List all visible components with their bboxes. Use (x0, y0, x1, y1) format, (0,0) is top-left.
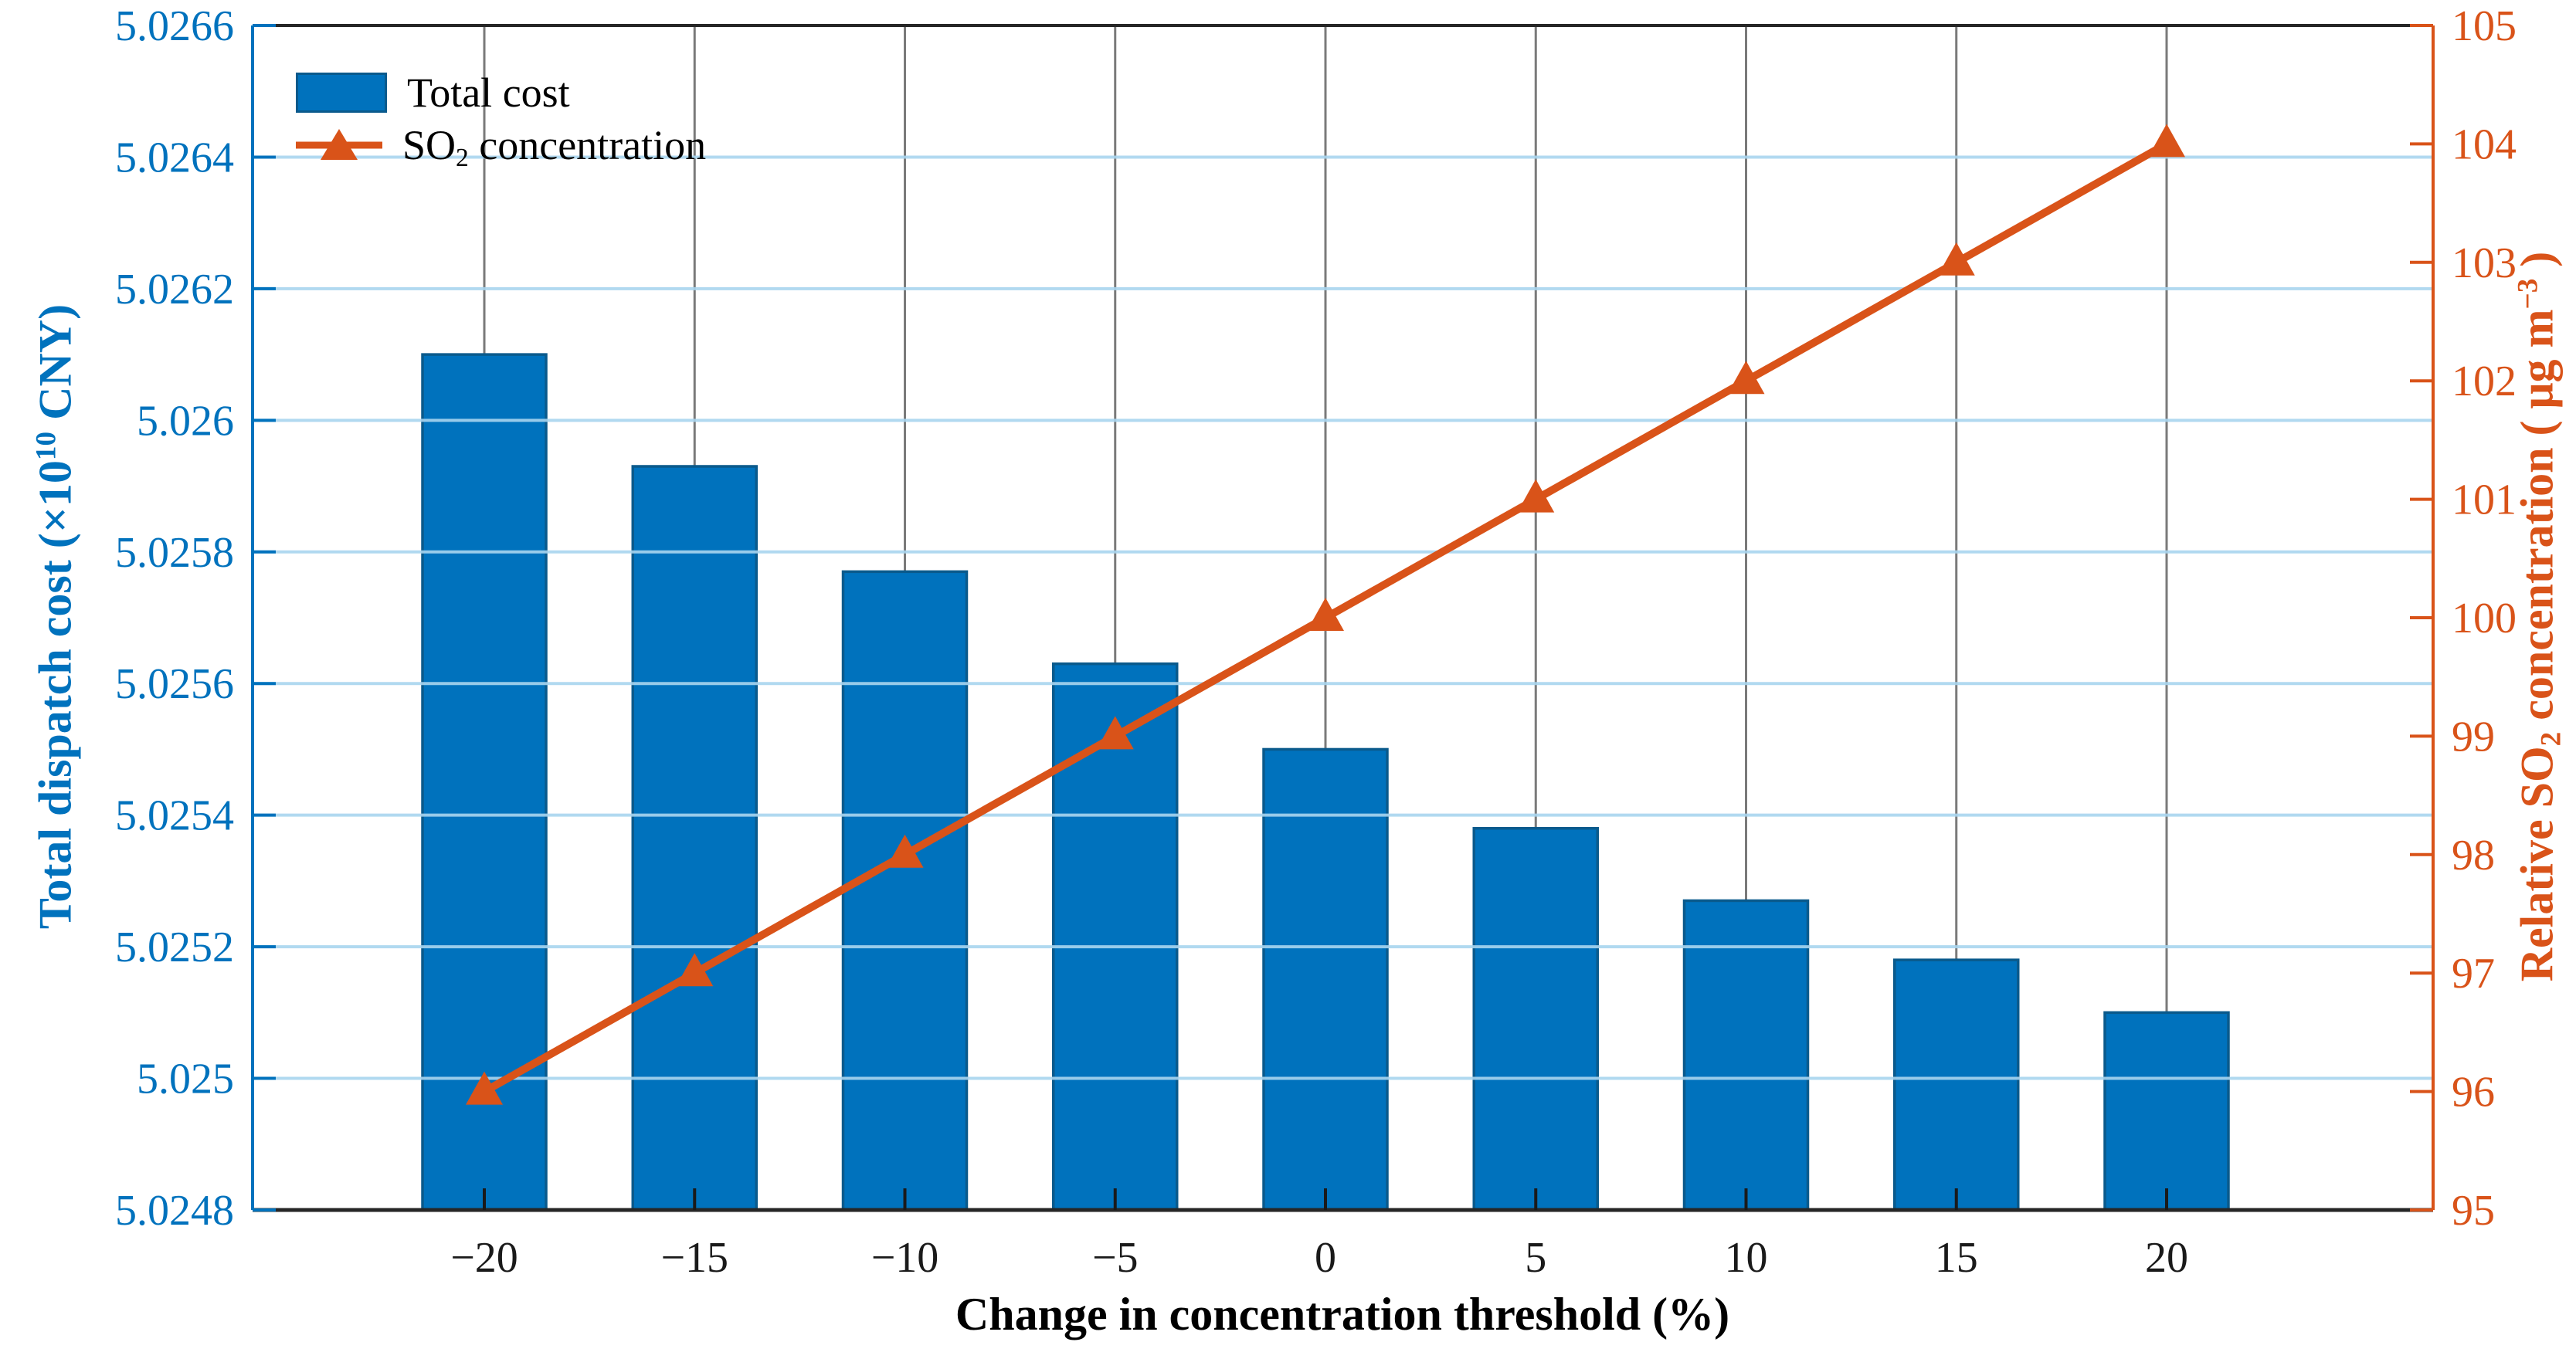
y-left-tick-label: 5.0262 (115, 266, 234, 313)
y-right-title-superscript: −3 (2512, 278, 2544, 310)
y-left-tick-label: 5.0252 (115, 924, 234, 971)
y-left-tick-label: 5.0248 (115, 1187, 234, 1235)
x-tick-label: −10 (871, 1234, 939, 1282)
triangle-marker (1517, 479, 1555, 513)
y-right-tick-label: 102 (2452, 358, 2517, 405)
legend-item-total-cost: Total cost (296, 69, 706, 116)
triangle-marker (676, 953, 714, 987)
bar (2103, 1011, 2230, 1212)
y-left-tick-label: 5.0264 (115, 134, 234, 181)
y-left-tick-label: 5.0256 (115, 660, 234, 708)
y-left-title-text: Total dispatch cost (×10 (29, 460, 81, 930)
bar (1893, 958, 2020, 1212)
x-tick-label: −15 (660, 1234, 728, 1282)
x-tick-label: 5 (1525, 1234, 1546, 1282)
x-tick-label: 15 (1935, 1234, 1978, 1282)
legend-bar-swatch (296, 73, 387, 113)
x-tick-label: 10 (1725, 1234, 1768, 1282)
y-left-tick-label: 5.0266 (115, 2, 234, 50)
y-left-title-superscript: 10 (30, 431, 63, 461)
y-right-tick-label: 96 (2452, 1069, 2495, 1117)
x-tick-label: 20 (2145, 1234, 2188, 1282)
x-tick-label: −5 (1092, 1234, 1139, 1282)
y-right-title-close: ) (2511, 251, 2563, 279)
y-right-title-mid: concentration ( μg m (2511, 309, 2563, 732)
x-tick-label: 0 (1315, 1234, 1336, 1282)
x-axis-title: Change in concentration threshold (%) (955, 1289, 1730, 1340)
y-right-tick-label: 97 (2452, 950, 2495, 998)
legend-label: Total cost (407, 69, 570, 116)
triangle-marker (1307, 598, 1344, 631)
legend-item-so2-concentration: SO2 concentration (296, 122, 707, 173)
y-left-tick-label: 5.0254 (115, 792, 234, 840)
y-left-tick-label: 5.025 (137, 1056, 234, 1103)
y-right-tick-label: 100 (2452, 595, 2517, 642)
y-right-title-subscript: 2 (2535, 731, 2568, 747)
y-right-tick-label: 105 (2452, 2, 2517, 50)
y-right-tick-label: 99 (2452, 713, 2495, 761)
y-left-tick-label: 5.0258 (115, 529, 234, 577)
y-right-tick-label: 101 (2452, 476, 2517, 524)
triangle-marker (2148, 124, 2185, 158)
bar (631, 465, 758, 1212)
triangle-marker (1727, 361, 1765, 395)
y-right-title-text: Relative SO (2511, 746, 2563, 982)
y-left-tick-label: 5.026 (137, 397, 234, 445)
legend-label: SO2 concentration (402, 122, 707, 173)
bar (841, 570, 969, 1212)
y-right-tick-label: 103 (2452, 239, 2517, 287)
y-left-title-unit: CNY) (29, 303, 81, 432)
x-tick-label: −20 (450, 1234, 518, 1282)
legend: Total cost SO2 concentration (296, 69, 707, 173)
y-right-tick-label: 104 (2452, 120, 2517, 168)
triangle-marker (886, 834, 924, 868)
legend-triangle-icon (321, 129, 358, 160)
legend-line-triangle-swatch (296, 129, 382, 160)
y-right-axis-title: Relative SO2 concentration ( μg m−3 ) (2511, 38, 2568, 1196)
bar (1472, 826, 1599, 1212)
triangle-marker (1937, 242, 1975, 276)
y-right-tick-label: 98 (2452, 832, 2495, 879)
bar (1262, 747, 1389, 1212)
triangle-marker (466, 1071, 503, 1105)
y-right-tick-label: 95 (2452, 1187, 2495, 1235)
triangle-marker (1096, 716, 1134, 750)
y-left-axis-title: Total dispatch cost (×1010 CNY) (29, 76, 83, 1157)
